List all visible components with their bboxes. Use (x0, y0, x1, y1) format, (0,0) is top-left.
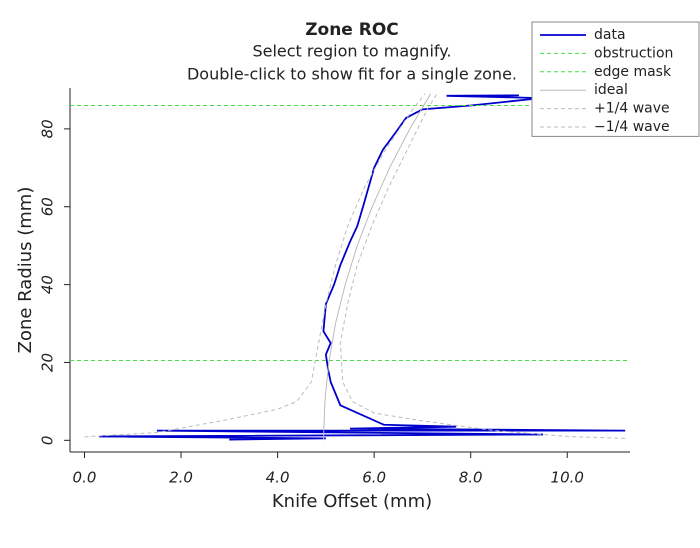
series-line (322, 93, 432, 441)
y-tick-label: 60 (39, 197, 57, 216)
y-axis-label: Zone Radius (mm) (15, 187, 36, 354)
legend-label: data (594, 27, 626, 43)
y-tick-label: 0 (39, 436, 57, 446)
y-tick-label: 20 (39, 353, 57, 372)
x-tick-label: 0.0 (73, 469, 97, 487)
legend-label: edge mask (594, 64, 672, 80)
x-axis-label: Knife Offset (mm) (272, 491, 432, 512)
series-line (98, 94, 626, 441)
x-tick-label: 2.0 (169, 469, 193, 487)
legend-label: ideal (594, 82, 628, 98)
x-tick-label: 8.0 (459, 469, 483, 487)
legend-label: +1/4 wave (594, 101, 670, 117)
legend-label: −1/4 wave (594, 119, 670, 135)
chart-subtitle: Double-click to show fit for a single zo… (187, 65, 517, 84)
x-tick-label: 6.0 (362, 469, 386, 487)
series-line (339, 93, 626, 439)
chart-title: Zone ROC (305, 20, 399, 40)
legend-label: obstruction (594, 45, 673, 61)
x-tick-label: 4.0 (266, 469, 290, 487)
x-tick-label: 10.0 (551, 469, 584, 487)
y-tick-label: 80 (39, 119, 57, 138)
chart-subtitle: Select region to magnify. (252, 42, 451, 61)
y-tick-label: 40 (39, 275, 57, 294)
legend-box (531, 21, 700, 137)
series-line (84, 93, 426, 438)
